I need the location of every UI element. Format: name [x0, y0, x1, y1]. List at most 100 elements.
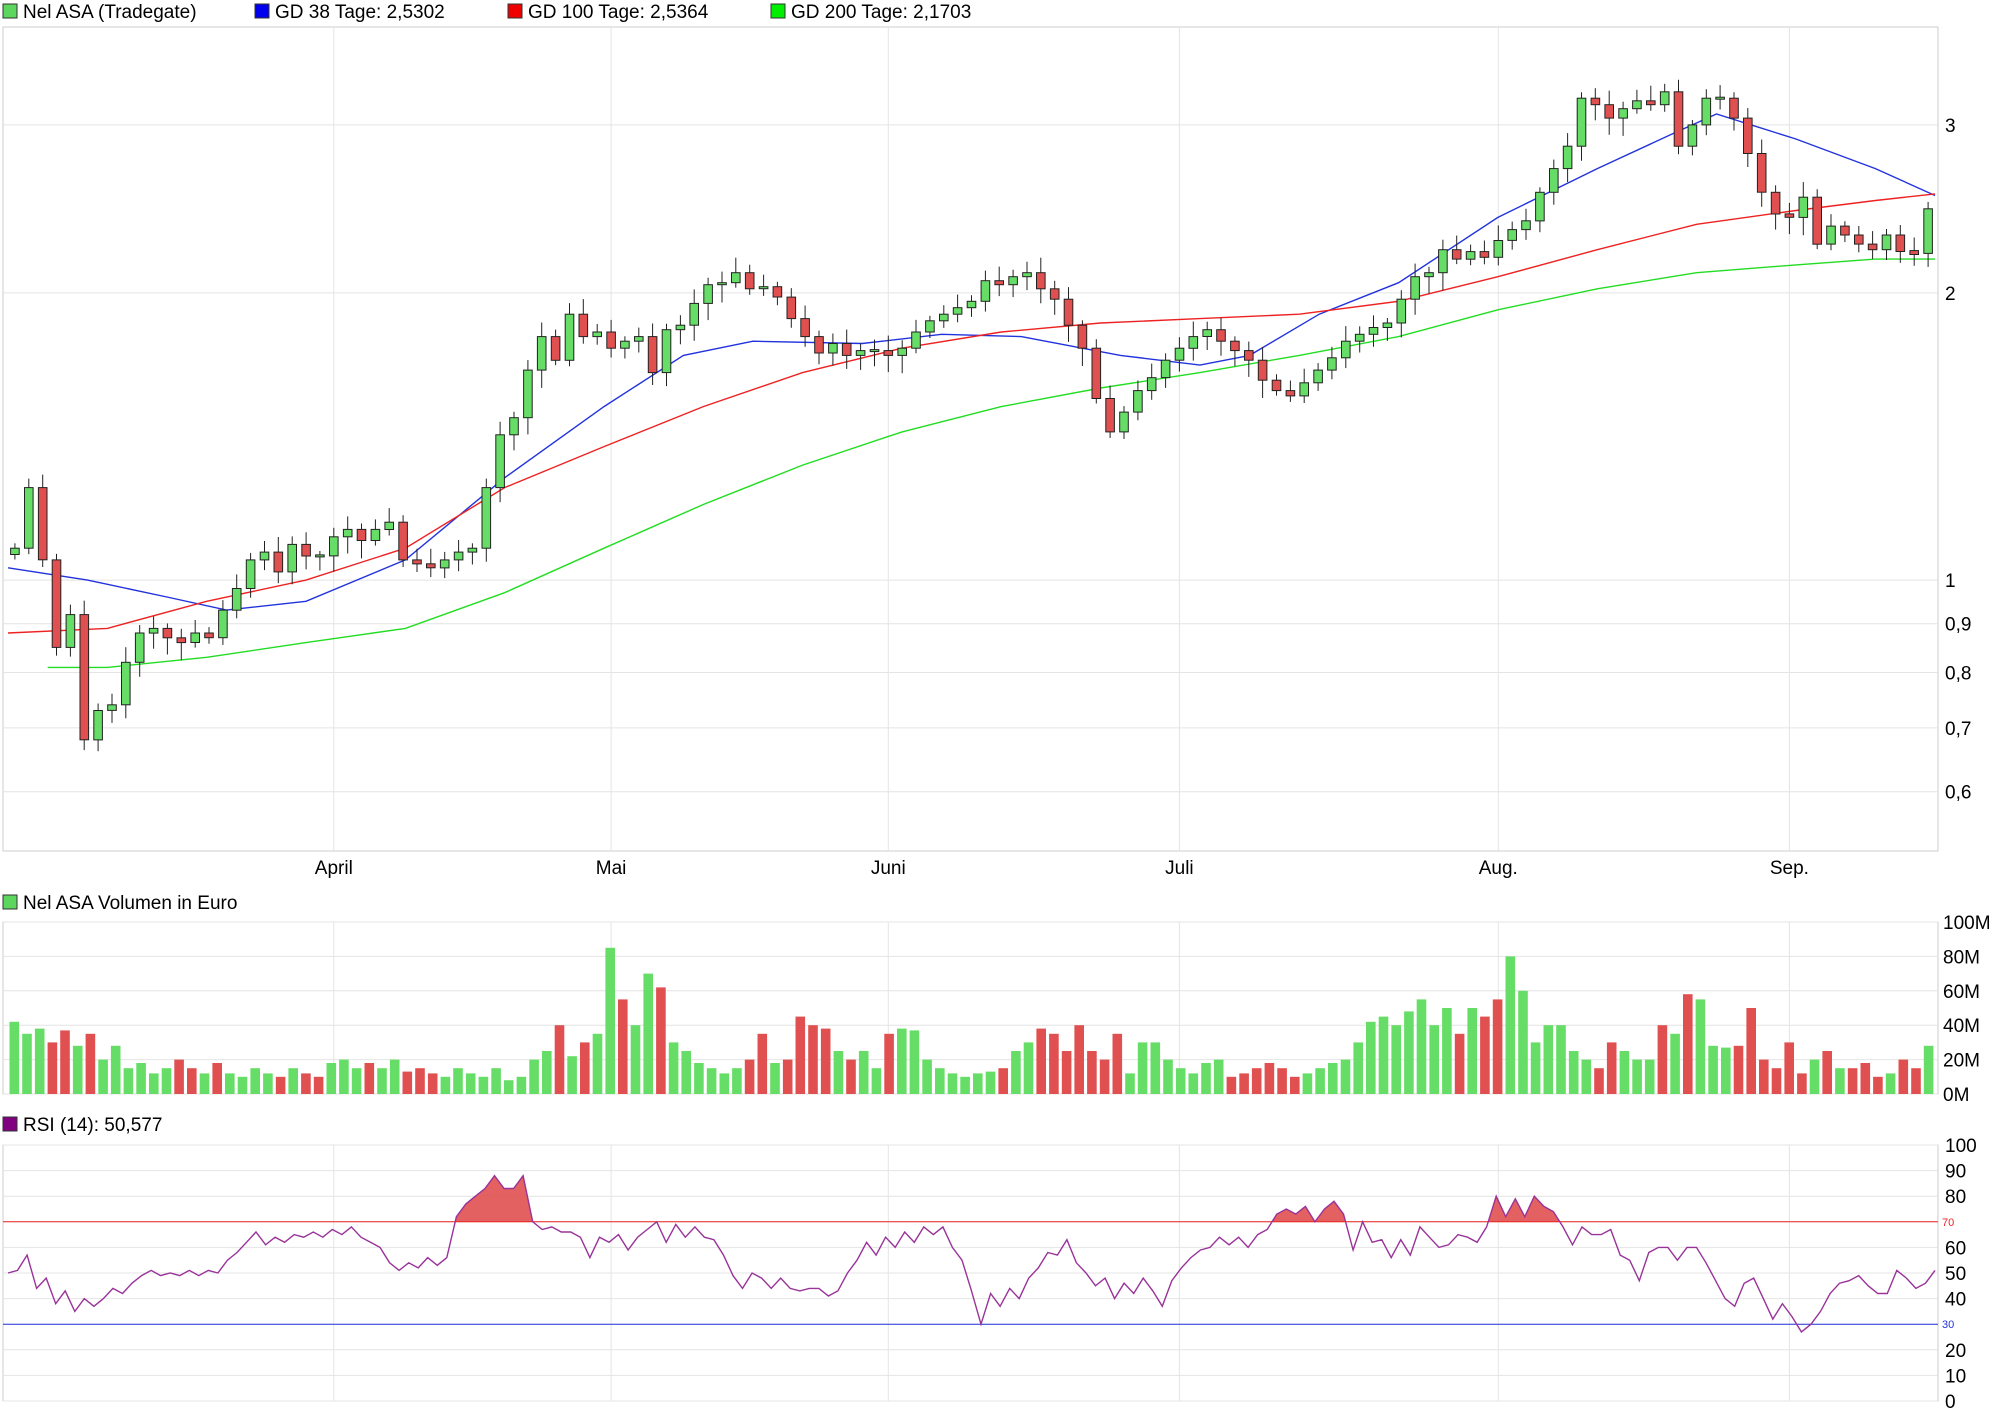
candle-body — [1756, 153, 1767, 193]
candle-body — [1119, 411, 1129, 433]
candle — [1465, 244, 1476, 266]
candle-body — [315, 554, 325, 558]
volume-bar — [846, 1059, 856, 1094]
volume-bar — [998, 1068, 1008, 1094]
candle-body — [1743, 117, 1753, 154]
candle-body — [661, 329, 672, 374]
candle — [800, 305, 810, 347]
candle-body — [606, 331, 616, 349]
rsi-tick-label: 80 — [1945, 1187, 1966, 1208]
volume-bar — [1226, 1076, 1237, 1094]
candle-body — [1451, 249, 1462, 260]
volume-tick-label: 0M — [1943, 1085, 1969, 1106]
volume-bar — [402, 1071, 413, 1094]
candle-body — [675, 324, 686, 331]
volume-bar — [580, 1042, 590, 1094]
candle — [481, 478, 492, 562]
volume-bar — [808, 1025, 818, 1094]
candle-body — [467, 547, 478, 553]
volume-bar — [1759, 1059, 1769, 1094]
candle-body — [426, 563, 436, 569]
candle — [1840, 221, 1850, 243]
legend-label-price: Nel ASA (Tradegate) — [23, 2, 197, 23]
volume-bar — [98, 1059, 108, 1094]
volume-tick-label: 100M — [1943, 913, 1991, 934]
candle — [509, 411, 519, 451]
candle — [869, 339, 880, 367]
candle — [1729, 92, 1739, 131]
volume-bar — [884, 1033, 894, 1094]
volume-bar — [1556, 1025, 1566, 1094]
candle-body — [453, 551, 464, 561]
candle — [398, 515, 408, 567]
candle — [1438, 239, 1448, 291]
volume-bar — [820, 1028, 831, 1094]
candle-body — [786, 296, 797, 320]
volume-bar — [149, 1073, 159, 1094]
volume-bar — [1467, 1008, 1477, 1094]
ma-line-ma200 — [47, 258, 1935, 669]
grid-layer — [3, 27, 1938, 1402]
candle — [1549, 159, 1559, 205]
candle-body — [287, 543, 297, 573]
volume-bar — [339, 1059, 349, 1094]
candle — [426, 548, 436, 578]
candle — [1327, 346, 1337, 380]
candle-body — [966, 300, 977, 309]
volume-bar — [1290, 1076, 1300, 1094]
volume-bar — [1632, 1059, 1642, 1094]
volume-bar — [1378, 1016, 1389, 1094]
candle-body — [1410, 276, 1420, 300]
candle-body — [939, 313, 949, 322]
candle — [1784, 202, 1795, 235]
volume-bar — [1454, 1033, 1465, 1094]
candle — [675, 315, 686, 345]
candle-body — [1230, 340, 1240, 352]
candle — [245, 552, 256, 598]
candle-body — [329, 536, 339, 557]
volume-bar — [1885, 1073, 1896, 1094]
candle — [1562, 133, 1573, 183]
volume-tick-label: 60M — [1943, 982, 1980, 1003]
volume-bar — [1391, 1025, 1401, 1094]
volume-bar — [313, 1076, 324, 1094]
candle-body — [1854, 234, 1864, 245]
candle — [190, 620, 200, 648]
candle — [1174, 337, 1185, 372]
rsi-tick-label: 0 — [1945, 1392, 1956, 1408]
volume-bar — [212, 1063, 222, 1094]
candle-body — [994, 280, 1005, 286]
volume-bar — [1898, 1059, 1909, 1094]
volume-bar — [1099, 1059, 1110, 1094]
candle — [259, 541, 270, 571]
candle — [1451, 235, 1462, 265]
volume-bar — [1644, 1059, 1655, 1094]
volume-bar — [174, 1059, 184, 1094]
volume-bar — [1251, 1068, 1262, 1094]
candle-body — [952, 307, 963, 315]
ma-line-ma100 — [7, 193, 1936, 634]
rsi-tick-label: 50 — [1945, 1264, 1966, 1285]
volume-bar — [1835, 1068, 1845, 1094]
candle — [786, 288, 797, 328]
candle — [1590, 88, 1601, 121]
candle-body — [634, 336, 644, 342]
volume-bar — [491, 1068, 501, 1094]
candle — [1812, 189, 1823, 250]
candle-body — [1133, 390, 1143, 413]
candle — [647, 323, 658, 385]
candle — [994, 266, 1005, 297]
candle — [620, 336, 630, 359]
candle-body — [384, 521, 394, 531]
candle — [1091, 339, 1102, 404]
candle — [204, 627, 214, 644]
candle — [772, 281, 783, 306]
volume-bar — [1213, 1059, 1224, 1094]
candle — [1299, 368, 1310, 403]
candle-body — [883, 350, 894, 356]
rsi-series — [3, 1174, 1938, 1333]
candle-body — [800, 318, 810, 338]
candle — [1770, 185, 1781, 230]
candle-body — [1354, 333, 1365, 342]
candle-body — [51, 559, 62, 648]
